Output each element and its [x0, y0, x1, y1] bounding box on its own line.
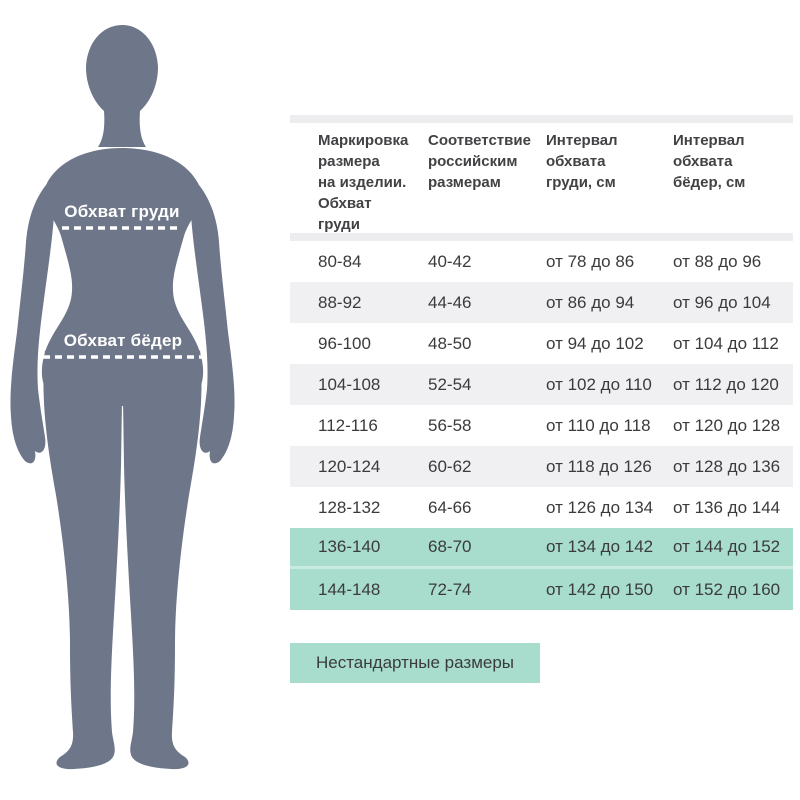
table-row-highlighted: 144-148 72-74 от 142 до 150 от 152 до 16…: [290, 569, 793, 610]
cell-chest: от 134 до 142: [546, 537, 654, 556]
cell-chest: от 126 до 134: [546, 497, 654, 517]
cell-russian: 64-66: [428, 497, 472, 517]
table-top-divider: [290, 115, 793, 123]
header-col-hips-interval: Интервал обхвата бёдер, см: [673, 132, 746, 191]
cell-russian: 44-46: [428, 292, 472, 312]
cell-russian: 48-50: [428, 333, 472, 353]
cell-chest: от 110 до 118: [546, 415, 651, 435]
cell-hips: от 112 до 120: [673, 374, 779, 394]
cell-russian: 56-58: [428, 415, 472, 435]
cell-marking: 80-84: [318, 251, 362, 271]
cell-marking: 128-132: [318, 497, 381, 517]
cell-marking: 112-116: [318, 415, 378, 435]
cell-russian: 52-54: [428, 374, 472, 394]
silhouette-head-neck: [86, 25, 158, 147]
header-body-divider: [290, 233, 793, 241]
table-row: 96-100 48-50 от 94 до 102 от 104 до 112: [290, 323, 793, 364]
table-header-row: Маркировка размера на изделии. Обхват гр…: [290, 123, 793, 233]
cell-hips: от 128 до 136: [673, 456, 781, 476]
header-col-russian-size: Соответствие российским размерам: [428, 132, 531, 191]
female-silhouette-figure: [10, 25, 235, 770]
cell-hips: от 152 до 160: [673, 579, 781, 599]
cell-chest: от 78 до 86: [546, 251, 635, 271]
table-row: 112-116 56-58 от 110 до 118 от 120 до 12…: [290, 405, 793, 446]
nonstandard-sizes-badge: Нестандартные размеры: [290, 643, 540, 683]
cell-chest: от 142 до 150: [546, 579, 654, 599]
cell-hips: от 144 до 152: [673, 537, 781, 556]
table-row: 80-84 40-42 от 78 до 86 от 88 до 96: [290, 241, 793, 282]
cell-marking: 104-108: [318, 374, 381, 394]
cell-russian: 68-70: [428, 537, 472, 556]
chest-measure-label: Обхват груди: [64, 202, 180, 221]
cell-hips: от 96 до 104: [673, 292, 771, 312]
table-row-highlighted: 136-140 68-70 от 134 до 142 от 144 до 15…: [290, 528, 793, 569]
cell-chest: от 118 до 126: [546, 456, 652, 476]
silhouette-right-leg: [123, 350, 202, 770]
cell-marking: 88-92: [318, 292, 362, 312]
cell-chest: от 86 до 94: [546, 292, 635, 312]
table-row: 88-92 44-46 от 86 до 94 от 96 до 104: [290, 282, 793, 323]
cell-russian: 40-42: [428, 251, 472, 271]
silhouette-body: [10, 25, 235, 770]
silhouette-torso: [41, 148, 204, 406]
header-col-marking: Маркировка размера на изделии. Обхват гр…: [318, 132, 409, 233]
cell-russian: 72-74: [428, 579, 472, 599]
cell-chest: от 102 до 110: [546, 374, 652, 394]
cell-marking: 144-148: [318, 579, 381, 599]
silhouette-left-leg: [43, 350, 123, 770]
size-table: Маркировка размера на изделии. Обхват гр…: [290, 115, 793, 610]
cell-hips: от 104 до 112: [673, 333, 779, 353]
hips-measure-label: Обхват бёдер: [63, 331, 183, 350]
cell-hips: от 120 до 128: [673, 415, 781, 435]
table-row: 120-124 60-62 от 118 до 126 от 128 до 13…: [290, 446, 793, 487]
cell-chest: от 94 до 102: [546, 333, 644, 353]
cell-marking: 96-100: [318, 333, 371, 353]
silhouette-right-arm: [190, 180, 235, 464]
cell-marking: 120-124: [318, 456, 381, 476]
table-row: 104-108 52-54 от 102 до 110 от 112 до 12…: [290, 364, 793, 405]
cell-hips: от 136 до 144: [673, 497, 781, 517]
silhouette-left-arm: [10, 180, 55, 464]
header-col-chest-interval: Интервал обхвата груди, см: [546, 132, 618, 191]
cell-marking: 136-140: [318, 537, 381, 556]
cell-russian: 60-62: [428, 456, 472, 476]
cell-hips: от 88 до 96: [673, 251, 762, 271]
table-row: 128-132 64-66 от 126 до 134 от 136 до 14…: [290, 487, 793, 528]
